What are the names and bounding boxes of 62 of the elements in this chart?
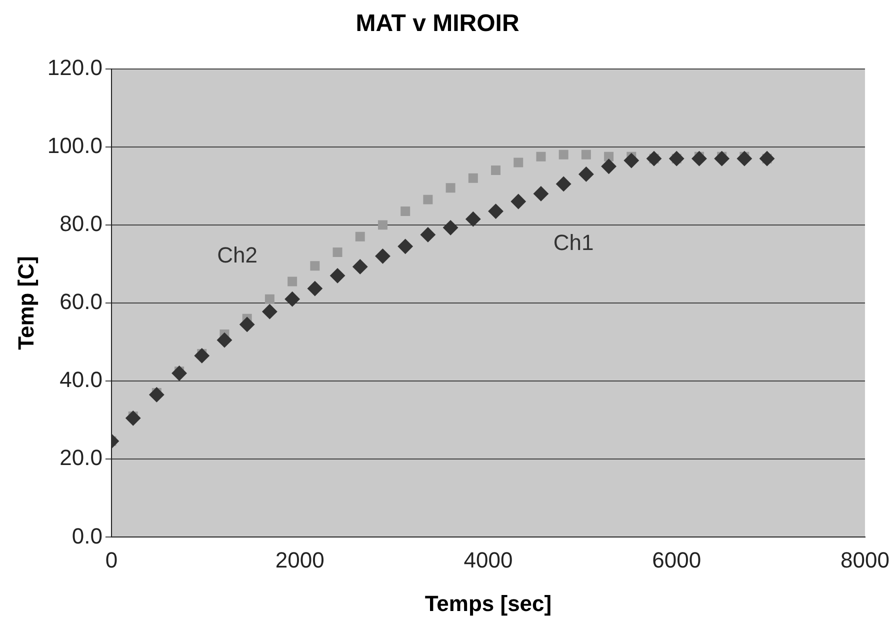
point <box>355 232 365 242</box>
point <box>736 151 752 166</box>
point <box>240 316 255 332</box>
chart-title: MAT v MIROIR <box>356 10 520 38</box>
point <box>262 304 278 320</box>
x-tick-label: 0 <box>105 547 118 572</box>
point <box>714 151 730 166</box>
point <box>310 261 320 271</box>
y-tick-label: 60.0 <box>60 289 102 314</box>
y-tick-label: 0.0 <box>72 523 102 548</box>
point <box>488 204 504 219</box>
point <box>378 220 388 230</box>
point <box>578 166 594 182</box>
y-tick-label: 120.0 <box>47 54 102 80</box>
point <box>398 238 413 254</box>
point <box>491 166 501 176</box>
point <box>514 158 524 168</box>
x-tick-label: 6000 <box>652 547 702 572</box>
x-axis-title: Temps [sec] <box>424 590 552 616</box>
point <box>423 194 433 204</box>
series-label: Ch1 <box>553 230 594 256</box>
point <box>581 150 591 160</box>
x-tick-label: 8000 <box>840 547 890 572</box>
point <box>216 332 232 348</box>
y-tick-label: 80.0 <box>60 210 102 236</box>
point <box>510 194 526 210</box>
y-axis-title: Temp [C] <box>13 256 38 350</box>
point <box>375 248 390 264</box>
point <box>646 151 662 166</box>
point <box>194 348 210 364</box>
point <box>558 150 568 160</box>
x-tick-label: 4000 <box>464 547 513 572</box>
point <box>288 276 298 286</box>
point <box>446 183 456 193</box>
point <box>400 206 410 216</box>
point <box>624 153 639 168</box>
point <box>307 281 322 296</box>
point <box>601 158 616 174</box>
y-tick-label: 100.0 <box>47 132 102 158</box>
point <box>126 410 141 426</box>
point <box>332 248 342 257</box>
y-tick-label: 40.0 <box>60 367 102 392</box>
point <box>264 294 274 304</box>
point <box>760 151 775 166</box>
series-label: Ch2 <box>217 242 258 268</box>
point <box>468 173 478 183</box>
y-tick-label: 20.0 <box>60 445 102 470</box>
point <box>556 176 572 192</box>
point <box>172 366 187 381</box>
point <box>443 220 458 236</box>
x-tick-label: 2000 <box>275 547 324 572</box>
point <box>669 151 684 166</box>
point <box>149 387 164 402</box>
point <box>604 152 614 162</box>
point <box>420 227 436 242</box>
point <box>533 186 548 202</box>
point <box>330 268 346 284</box>
point <box>536 152 546 162</box>
point <box>466 212 481 227</box>
point <box>352 259 368 274</box>
point <box>692 151 707 166</box>
point <box>284 292 300 307</box>
